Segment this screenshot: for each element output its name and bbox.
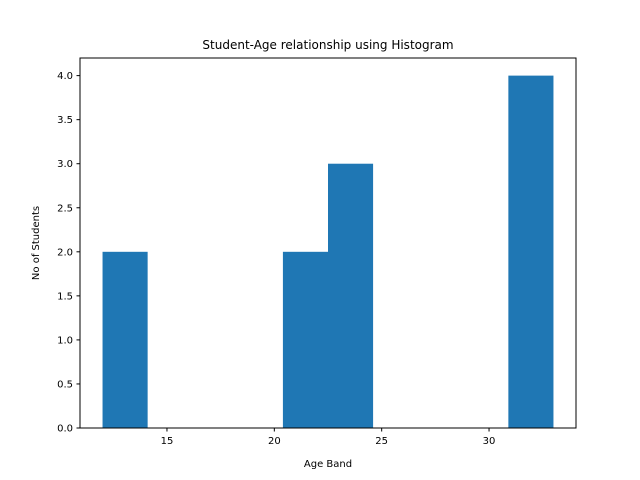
- y-tick-label: 3.5: [57, 115, 73, 126]
- chart-title: Student-Age relationship using Histogram: [202, 38, 453, 52]
- y-tick-label: 1.5: [57, 291, 73, 302]
- y-tick-label: 1.0: [57, 335, 73, 346]
- plot-frame: [79, 57, 577, 429]
- y-tick-label: 4.0: [57, 71, 73, 82]
- y-axis: 0.0 0.5 1.0 1.5 2.0 2.5 3.0 3.5 4.0: [57, 71, 80, 435]
- y-axis-label: No of Students: [31, 206, 42, 280]
- histogram-bar: [282, 251, 328, 428]
- x-tick-label: 15: [161, 436, 174, 447]
- histogram-bar: [102, 251, 148, 428]
- histogram-bar: [328, 163, 374, 428]
- x-tick-label: 20: [268, 436, 281, 447]
- histogram-bar: [508, 75, 554, 428]
- y-tick-label: 2.5: [57, 203, 73, 214]
- x-axis: 15 20 25 30: [161, 428, 496, 447]
- x-tick-label: 25: [375, 436, 388, 447]
- x-tick-label: 30: [483, 436, 496, 447]
- y-tick-label: 0.5: [57, 379, 73, 390]
- bars-group: [102, 75, 554, 428]
- y-tick-label: 3.0: [57, 159, 73, 170]
- y-tick-label: 2.0: [57, 247, 73, 258]
- y-tick-label: 0.0: [57, 424, 73, 435]
- x-axis-label: Age Band: [304, 459, 352, 470]
